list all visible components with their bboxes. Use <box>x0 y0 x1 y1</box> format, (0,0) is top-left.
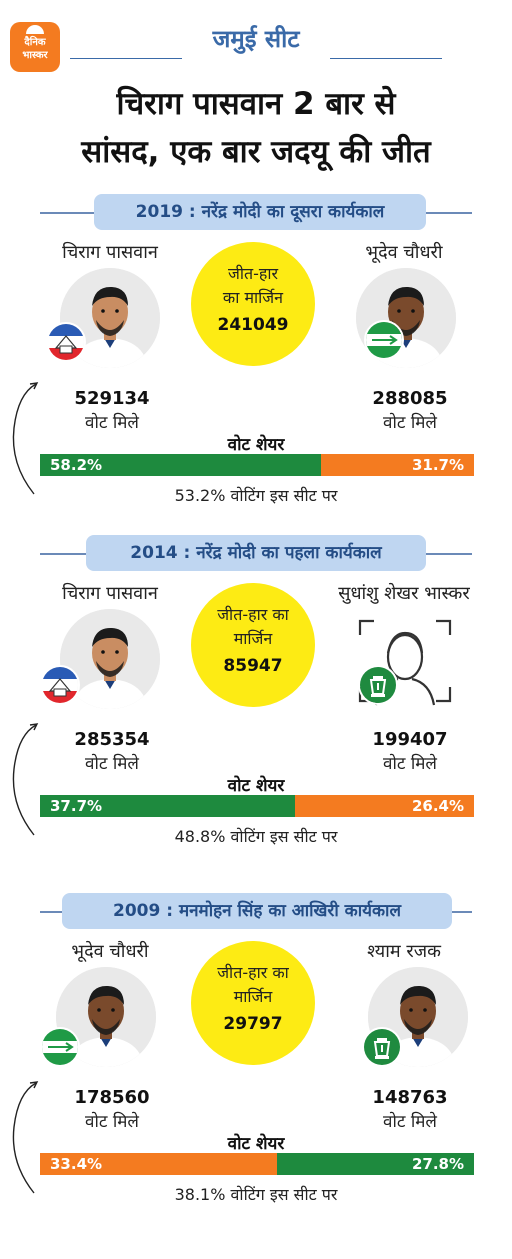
section-title: 2019 : नरेंद्र मोदी का दूसरा कार्यकाल <box>94 194 426 230</box>
right-votes-label: वोट मिले <box>383 413 437 433</box>
title-rule-left <box>70 58 182 59</box>
vote-share-label: वोट शेयर <box>227 435 285 455</box>
left-votes: 285354 <box>74 729 150 750</box>
jdu-arrow-icon <box>364 320 404 360</box>
left-share-segment <box>40 1153 277 1175</box>
left-votes: 529134 <box>74 388 150 409</box>
left-share-value: 37.7% <box>50 797 103 815</box>
margin-circle: जीत-हार का मार्जिन 29797 <box>191 941 315 1065</box>
ljp-hut-icon <box>46 322 86 362</box>
left-share-value: 58.2% <box>50 456 103 474</box>
left-votes-label: वोट मिले <box>85 413 139 433</box>
right-candidate-name: भूदेव चौधरी <box>365 242 443 263</box>
margin-value: 29797 <box>223 1014 283 1034</box>
left-votes: 178560 <box>74 1087 150 1108</box>
right-votes: 148763 <box>372 1087 448 1108</box>
logo-line-1: दैनिक <box>24 37 46 48</box>
left-share-segment <box>40 454 321 476</box>
turnout-text: 38.1% वोटिंग इस सीट पर <box>174 1185 338 1204</box>
margin-circle: जीत-हार का मार्जिन 85947 <box>191 583 315 707</box>
right-share-segment <box>277 1153 474 1175</box>
election-section-2019: 2019 : नरेंद्र मोदी का दूसरा कार्यकाल चिर… <box>0 192 512 522</box>
vote-share-bar: 37.7% 26.4% <box>40 795 474 817</box>
left-votes-label: वोट मिले <box>85 1112 139 1132</box>
seat-title: जमुई सीट <box>212 25 300 53</box>
vote-share-label: वोट शेयर <box>227 776 285 796</box>
curved-arrow-icon <box>6 719 46 839</box>
right-share-segment <box>321 454 474 476</box>
turnout-text: 53.2% वोटिंग इस सीट पर <box>174 486 338 505</box>
curved-arrow-icon <box>6 1077 46 1197</box>
left-candidate-name: भूदेव चौधरी <box>71 941 149 962</box>
headline-line-2: सांसद, एक बार जदयू की जीत <box>81 134 431 170</box>
margin-label-line-2: मार्जिन <box>233 629 273 648</box>
section-title: 2014 : नरेंद्र मोदी का पहला कार्यकाल <box>86 535 426 571</box>
left-candidate-name: चिराग पासवान <box>62 242 158 263</box>
margin-value: 241049 <box>217 315 289 335</box>
margin-value: 85947 <box>223 656 283 676</box>
logo-sun-icon <box>26 25 44 34</box>
right-votes-label: वोट मिले <box>383 754 437 774</box>
margin-label-line-1: जीत-हार का <box>217 605 289 624</box>
turnout-text: 48.8% वोटिंग इस सीट पर <box>174 827 338 846</box>
margin-label-line-2: मार्जिन <box>233 987 273 1006</box>
left-votes-label: वोट मिले <box>85 754 139 774</box>
right-share-value: 31.7% <box>411 456 464 474</box>
right-share-value: 27.8% <box>411 1155 464 1173</box>
dainik-bhaskar-logo: दैनिक भास्कर <box>10 22 60 72</box>
margin-circle: जीत-हार का मार्जिन 241049 <box>191 242 315 366</box>
rjd-lantern-icon <box>362 1027 402 1067</box>
left-candidate-name: चिराग पासवान <box>62 583 158 604</box>
right-votes: 288085 <box>372 388 448 409</box>
margin-label-line-1: जीत-हार <box>227 264 279 283</box>
right-candidate-name: सुधांशु शेखर भास्कर <box>338 583 470 604</box>
logo-line-2: भास्कर <box>22 50 48 61</box>
right-votes: 199407 <box>372 729 448 750</box>
election-section-2014: 2014 : नरेंद्र मोदी का पहला कार्यकाल चिरा… <box>0 533 512 863</box>
left-share-segment <box>40 795 295 817</box>
vote-share-bar: 58.2% 31.7% <box>40 454 474 476</box>
ljp-hut-icon <box>40 665 80 705</box>
section-title: 2009 : मनमोहन सिंह का आखिरी कार्यकाल <box>62 893 452 929</box>
left-candidate-photo <box>56 967 156 1067</box>
jdu-arrow-icon <box>40 1027 80 1067</box>
right-candidate-photo <box>356 268 456 368</box>
election-section-2009: 2009 : मनमोहन सिंह का आखिरी कार्यकाल भूदे… <box>0 891 512 1231</box>
margin-label-line-2: का मार्जिन <box>222 288 284 307</box>
rjd-lantern-icon <box>358 665 398 705</box>
margin-label-line-1: जीत-हार का <box>217 963 289 982</box>
right-share-segment <box>295 795 474 817</box>
curved-arrow-icon <box>6 378 46 498</box>
right-votes-label: वोट मिले <box>383 1112 437 1132</box>
right-candidate-name: श्याम रजक <box>367 941 441 962</box>
left-share-value: 33.4% <box>50 1155 103 1173</box>
headline-line-1: चिराग पासवान 2 बार से <box>116 86 396 122</box>
title-rule-right <box>330 58 442 59</box>
vote-share-bar: 33.4% 27.8% <box>40 1153 474 1175</box>
vote-share-label: वोट शेयर <box>227 1134 285 1154</box>
right-share-value: 26.4% <box>411 797 464 815</box>
